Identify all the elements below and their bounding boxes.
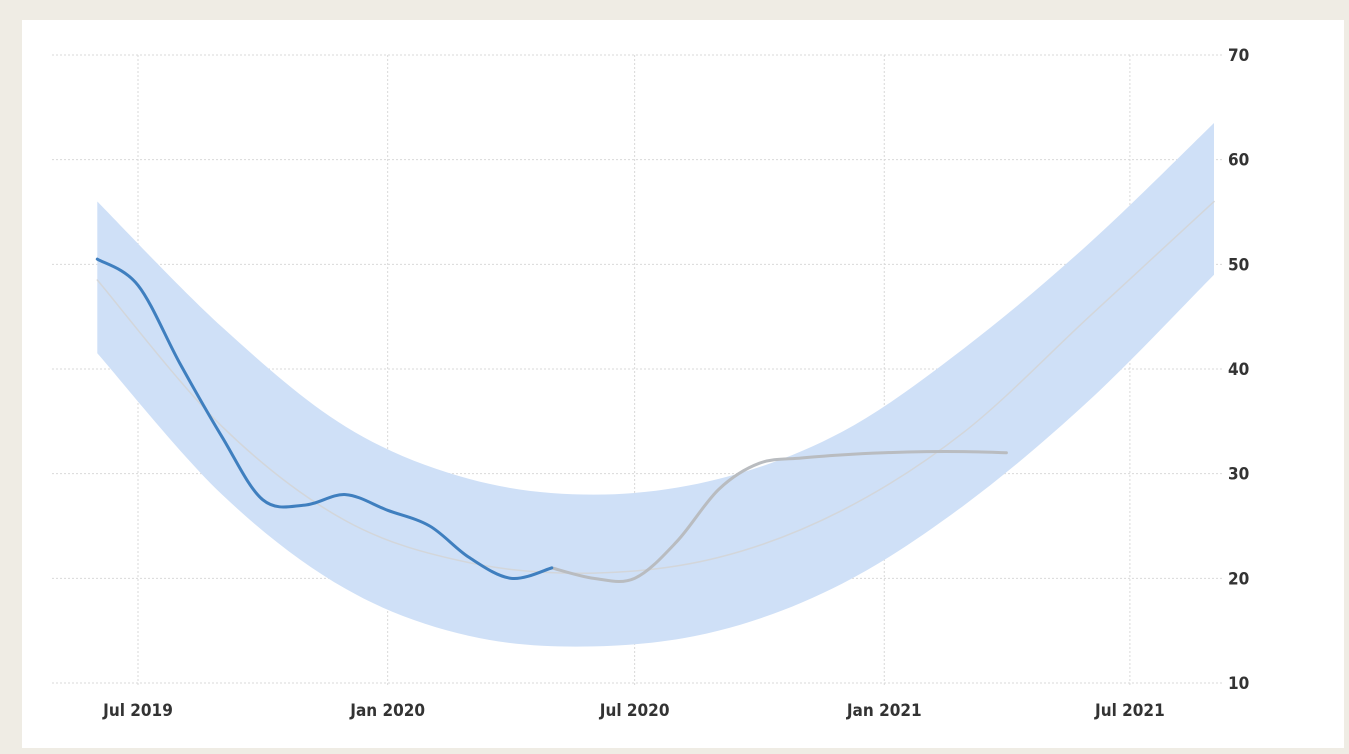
x-axis: Jul 2019 Jan 2020 Jul 2020 Jan 2021 Jul 2021	[102, 701, 1165, 721]
trend-series-line	[96, 200, 1215, 574]
x-tick-label-4: Jul 2021	[1094, 701, 1165, 721]
y-tick-label-20: 20	[1228, 569, 1249, 589]
y-axis: 10 20 30 40 50 60 70	[1228, 46, 1249, 694]
y-tick-label-30: 30	[1228, 465, 1249, 485]
x-tick-label-1: Jan 2020	[349, 701, 425, 721]
y-tick-label-40: 40	[1228, 360, 1249, 380]
actual-series-line	[95, 257, 554, 580]
x-tick-label-3: Jan 2021	[846, 701, 922, 721]
confidence-band-layer	[97, 123, 1215, 647]
x-tick-label-2: Jul 2020	[599, 701, 670, 721]
x-tick-label-0: Jul 2019	[102, 701, 173, 721]
forecast-series-line	[550, 450, 1008, 583]
y-tick-label-50: 50	[1228, 255, 1249, 275]
y-tick-label-60: 60	[1228, 151, 1249, 171]
chart-card: 10 20 30 40 50 60 70 Jul 2019 Jan 2020 Jul 2020 J…	[22, 20, 1344, 748]
y-tick-label-10: 10	[1228, 674, 1249, 694]
confidence-band	[97, 123, 1215, 647]
series-lines-layer	[95, 200, 1215, 583]
y-tick-label-70: 70	[1228, 46, 1249, 66]
